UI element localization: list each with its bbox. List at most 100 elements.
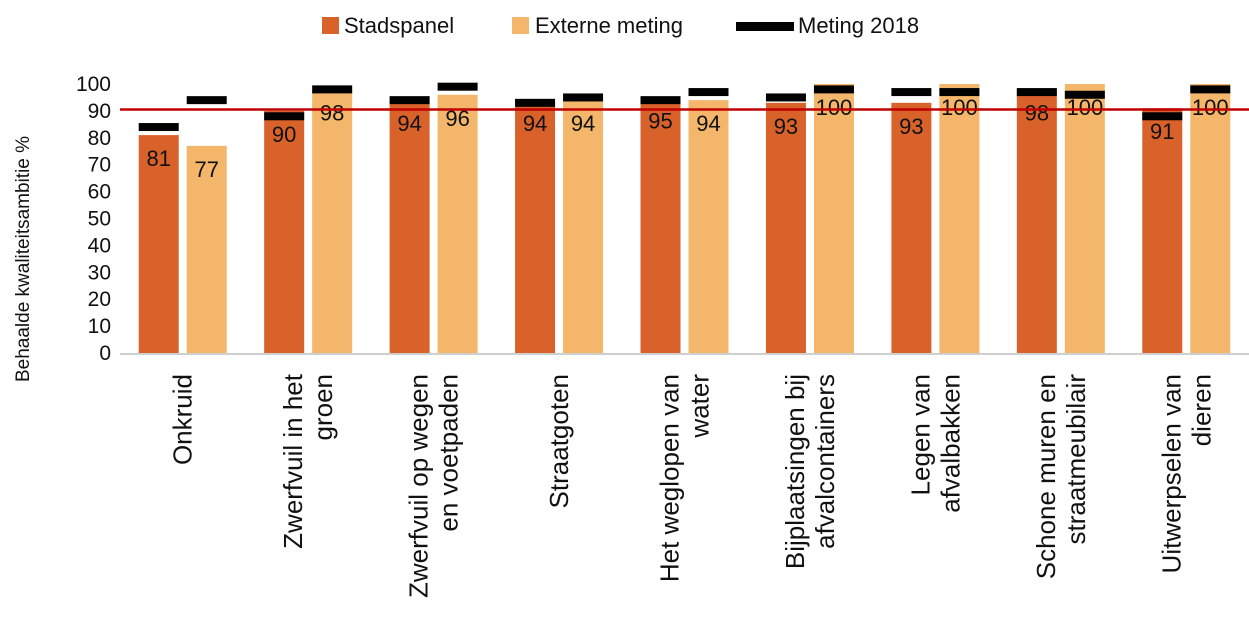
x-tick-label-line: Onkruid — [168, 374, 198, 465]
x-tick-label-line: Straatgoten — [544, 374, 574, 508]
bar-externe-meting — [312, 89, 353, 353]
marker-meting-2018 — [765, 93, 806, 102]
bar-externe-meting — [813, 84, 854, 353]
data-label: 100 — [941, 95, 978, 120]
bar-externe-meting — [563, 100, 604, 353]
bar-externe-meting — [186, 145, 227, 353]
data-label: 94 — [571, 111, 595, 136]
x-tick-label: Uitwerpselen vandieren — [1156, 374, 1216, 573]
data-label: 93 — [774, 114, 798, 139]
data-label: 93 — [899, 114, 923, 139]
marker-meting-2018 — [1142, 112, 1183, 121]
legend-swatch-meting-2018 — [736, 22, 794, 31]
x-tick-label: Zwerfvuil op wegenen voetpaden — [404, 374, 464, 598]
y-tick-label: 40 — [88, 234, 111, 257]
data-label: 100 — [816, 95, 853, 120]
y-tick-label: 70 — [88, 154, 111, 177]
marker-meting-2018 — [1190, 85, 1231, 94]
legend-label-stadspanel: Stadspanel — [344, 13, 454, 38]
bar-externe-meting — [1064, 84, 1105, 353]
x-tick-label-line: groen — [308, 374, 338, 441]
x-tick-label: Bijplaatsingen bijafvalcontainers — [780, 374, 840, 569]
bar-stadspanel — [515, 100, 556, 353]
bar-stadspanel — [640, 97, 681, 353]
x-axis: Onkruid Zwerfvuil in hetgroen Zwerfvuil op… — [120, 353, 1249, 598]
y-tick-label: 60 — [88, 181, 111, 204]
x-tick-label-line: afvalcontainers — [810, 374, 840, 549]
data-label: 81 — [146, 146, 170, 171]
bar-externe-meting — [688, 100, 729, 353]
data-label: 100 — [1192, 95, 1229, 120]
marker-meting-2018 — [1016, 88, 1057, 97]
x-tick-label-line: Zwerfvuil op wegen — [404, 374, 434, 598]
marker-meting-2018 — [312, 85, 353, 94]
x-tick-label-line: straatmeubilair — [1061, 374, 1091, 545]
x-tick-label-line: Uitwerpselen van — [1156, 374, 1186, 573]
marker-meting-2018 — [138, 123, 179, 132]
marker-meting-2018 — [186, 96, 227, 105]
y-tick-label: 0 — [99, 342, 111, 365]
y-tick-label: 30 — [88, 261, 111, 284]
bar-externe-meting — [939, 84, 980, 353]
bar-externe-meting — [1190, 84, 1231, 353]
marker-meting-2018 — [640, 96, 681, 105]
x-tick-label: Het weglopen vanwater — [655, 374, 715, 582]
y-tick-label: 50 — [88, 208, 111, 231]
marker-meting-2018 — [515, 98, 556, 107]
x-tick-label-line: Het weglopen van — [655, 374, 685, 582]
bar-stadspanel — [264, 110, 305, 354]
x-tick-label: Schone muren enstraatmeubilair — [1031, 374, 1091, 580]
marker-meting-2018 — [563, 93, 604, 102]
y-tick-label: 80 — [88, 127, 111, 150]
y-tick-label: 20 — [88, 288, 111, 311]
x-tick-label-line: afvalbakken — [935, 374, 965, 513]
legend: Stadspanel Externe meting Meting 2018 — [322, 13, 919, 38]
y-axis-title: Behaalde kwaliteitsambitie % — [13, 136, 34, 382]
legend-label-meting-2018: Meting 2018 — [798, 13, 919, 38]
marker-meting-2018 — [264, 112, 305, 121]
marker-meting-2018 — [939, 88, 980, 97]
bar-stadspanel — [138, 135, 179, 353]
y-tick-label: 10 — [88, 315, 111, 338]
marker-meting-2018 — [1064, 90, 1105, 99]
data-label: 100 — [1066, 95, 1103, 120]
data-label: 90 — [272, 122, 296, 147]
bar-stadspanel — [1142, 108, 1183, 354]
x-tick-label-line: dieren — [1186, 374, 1216, 446]
x-tick-label: Straatgoten — [544, 374, 574, 508]
bar-stadspanel — [765, 102, 806, 353]
x-tick-label-line: water — [685, 374, 715, 439]
data-label: 91 — [1150, 119, 1174, 144]
x-tick-label: Zwerfvuil in hetgroen — [278, 373, 338, 549]
data-label: 94 — [397, 111, 421, 136]
data-label: 95 — [648, 108, 672, 133]
x-tick-label-line: Schone muren en — [1031, 374, 1061, 579]
legend-swatch-externe-meting — [512, 17, 529, 34]
x-tick-label-line: en voetpaden — [434, 374, 464, 532]
data-label: 98 — [320, 100, 344, 125]
y-tick-label: 100 — [76, 73, 111, 96]
bar-externe-meting — [437, 94, 478, 353]
marker-meting-2018 — [437, 82, 478, 91]
y-axis: 0 10 20 30 40 50 60 70 80 90 100 — [76, 73, 111, 365]
x-tick-label-line: Legen van — [905, 374, 935, 495]
data-label: 94 — [523, 111, 547, 136]
x-tick-label-line: Bijplaatsingen bij — [780, 374, 810, 569]
x-tick-label: Legen vanafvalbakken — [905, 374, 965, 513]
marker-meting-2018 — [891, 88, 932, 97]
data-label: 98 — [1025, 100, 1049, 125]
x-tick-label: Onkruid — [168, 374, 198, 465]
marker-meting-2018 — [389, 96, 430, 105]
legend-label-externe-meting: Externe meting — [535, 13, 683, 38]
bar-stadspanel — [891, 102, 932, 353]
x-tick-label-line: Zwerfvuil in het — [278, 373, 308, 549]
marker-meting-2018 — [688, 88, 729, 97]
marker-meting-2018 — [813, 85, 854, 94]
data-label: 77 — [194, 157, 218, 182]
y-tick-label: 90 — [88, 100, 111, 123]
data-label: 94 — [696, 111, 720, 136]
bar-stadspanel — [1016, 89, 1057, 353]
legend-swatch-stadspanel — [322, 17, 339, 34]
